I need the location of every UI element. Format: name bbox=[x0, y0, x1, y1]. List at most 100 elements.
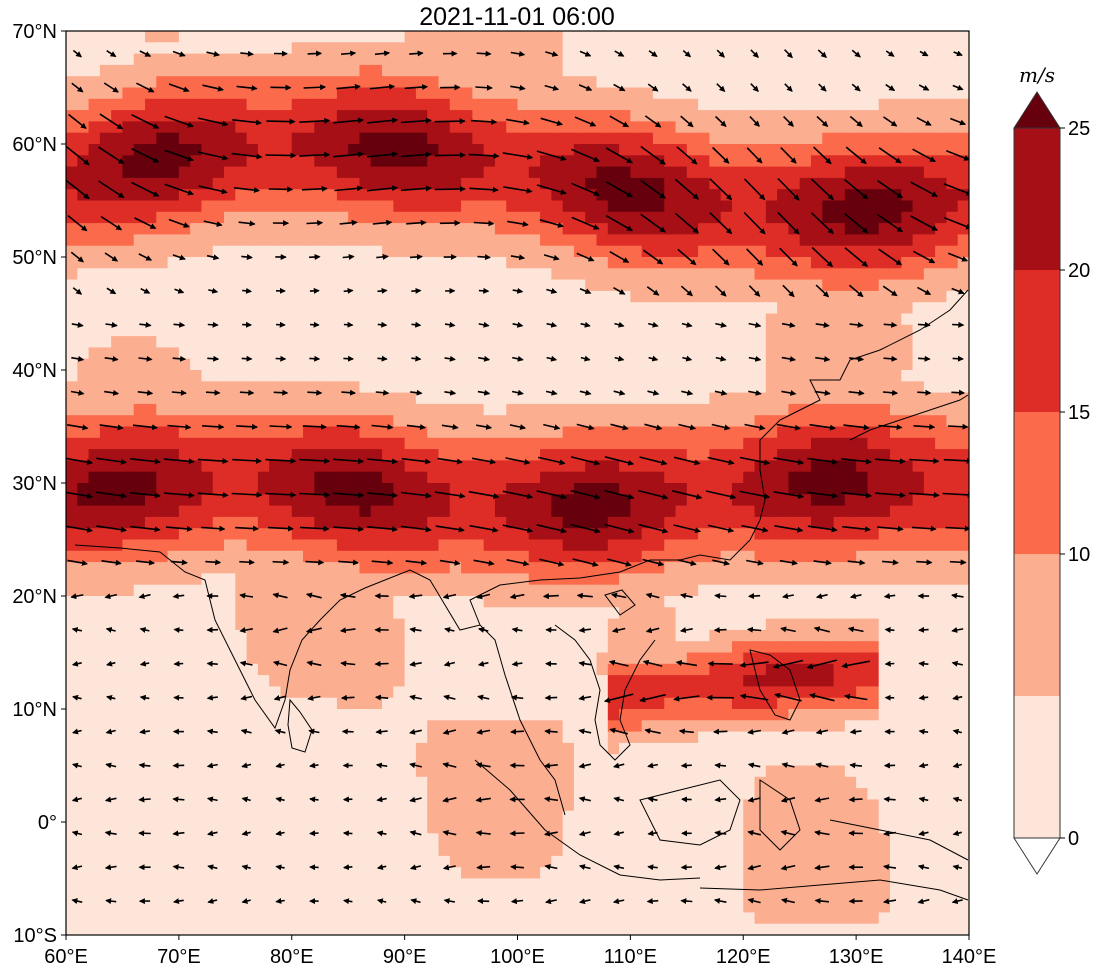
speed-cell bbox=[878, 652, 891, 665]
speed-cell bbox=[449, 539, 462, 552]
speed-cell bbox=[99, 279, 112, 292]
speed-cell bbox=[765, 144, 778, 156]
speed-cell bbox=[336, 584, 349, 597]
speed-cell bbox=[506, 245, 519, 258]
speed-cell bbox=[359, 562, 372, 574]
speed-cell bbox=[573, 483, 586, 495]
speed-cell bbox=[133, 460, 146, 473]
speed-cell bbox=[686, 675, 699, 687]
speed-cell bbox=[314, 596, 327, 608]
speed-cell bbox=[461, 494, 473, 507]
speed-cell bbox=[822, 663, 835, 676]
speed-cell bbox=[833, 403, 846, 416]
speed-cell bbox=[336, 528, 349, 541]
speed-cell bbox=[844, 709, 857, 721]
speed-cell bbox=[133, 336, 146, 348]
speed-cell bbox=[393, 607, 406, 620]
speed-cell bbox=[348, 528, 361, 541]
speed-cell bbox=[912, 550, 925, 563]
speed-cell bbox=[901, 87, 914, 100]
speed-cell bbox=[540, 471, 552, 484]
speed-cell bbox=[370, 426, 383, 439]
speed-cell bbox=[810, 460, 823, 473]
speed-cell bbox=[269, 177, 282, 190]
speed-cell bbox=[652, 42, 665, 55]
speed-cell bbox=[867, 290, 880, 303]
speed-cell bbox=[652, 528, 665, 541]
speed-cell bbox=[551, 155, 564, 168]
speed-cell bbox=[415, 731, 428, 744]
speed-cell bbox=[393, 257, 406, 269]
speed-cell bbox=[314, 189, 327, 202]
speed-cell bbox=[178, 155, 191, 168]
speed-cell bbox=[901, 53, 914, 66]
speed-cell bbox=[686, 709, 699, 721]
speed-cell bbox=[664, 223, 677, 235]
speed-cell bbox=[573, 449, 586, 461]
speed-cell bbox=[88, 403, 101, 416]
speed-cell bbox=[167, 618, 180, 631]
speed-cell bbox=[88, 31, 101, 43]
speed-cell bbox=[912, 155, 925, 168]
speed-cell bbox=[528, 64, 541, 77]
speed-cell bbox=[743, 494, 756, 507]
speed-cell bbox=[370, 53, 383, 66]
speed-cell bbox=[777, 42, 789, 55]
speed-cell bbox=[404, 641, 417, 654]
speed-cell bbox=[415, 110, 428, 122]
speed-cell bbox=[698, 189, 710, 202]
speed-cell bbox=[224, 245, 236, 258]
speed-cell bbox=[675, 76, 688, 89]
speed-cell bbox=[494, 381, 507, 394]
speed-cell bbox=[235, 110, 248, 122]
speed-cell bbox=[224, 720, 236, 733]
speed-cell bbox=[709, 64, 722, 77]
speed-cell bbox=[325, 709, 338, 721]
speed-cell bbox=[257, 483, 270, 495]
speed-cell bbox=[88, 494, 101, 507]
speed-cell bbox=[923, 245, 936, 258]
speed-cell bbox=[382, 211, 394, 224]
speed-cell bbox=[709, 313, 722, 326]
speed-cell bbox=[698, 132, 710, 145]
speed-cell bbox=[720, 245, 733, 258]
speed-cell bbox=[133, 257, 146, 269]
speed-cell bbox=[946, 177, 959, 190]
speed-cell bbox=[348, 562, 361, 574]
speed-cell bbox=[720, 324, 733, 337]
speed-cell bbox=[946, 223, 959, 235]
speed-cell bbox=[641, 31, 654, 43]
speed-cell bbox=[461, 177, 473, 190]
speed-cell bbox=[224, 629, 236, 642]
speed-cell bbox=[923, 358, 936, 371]
speed-cell bbox=[415, 675, 428, 687]
speed-cell bbox=[280, 449, 293, 461]
speed-cell bbox=[562, 42, 575, 55]
speed-cell bbox=[483, 87, 496, 100]
speed-cell bbox=[562, 505, 575, 518]
speed-cell bbox=[438, 494, 451, 507]
speed-cell bbox=[461, 426, 473, 439]
speed-cell bbox=[190, 370, 203, 382]
speed-cell bbox=[133, 686, 146, 699]
speed-cell bbox=[844, 121, 857, 134]
speed-cell bbox=[257, 302, 270, 315]
speed-cell bbox=[66, 403, 78, 416]
speed-cell bbox=[145, 76, 157, 89]
speed-cell bbox=[359, 42, 372, 55]
speed-cell bbox=[314, 686, 327, 699]
speed-cell bbox=[427, 426, 440, 439]
speed-cell bbox=[607, 245, 620, 258]
speed-cell bbox=[77, 110, 90, 122]
speed-cell bbox=[280, 268, 293, 281]
speed-cell bbox=[449, 53, 462, 66]
speed-cell bbox=[506, 98, 519, 111]
speed-cell bbox=[810, 403, 823, 416]
speed-cell bbox=[438, 302, 451, 315]
speed-cell bbox=[901, 234, 914, 247]
speed-cell bbox=[912, 686, 925, 699]
speed-cell bbox=[111, 76, 124, 89]
speed-cell bbox=[596, 629, 609, 642]
speed-cell bbox=[630, 132, 643, 145]
speed-cell bbox=[336, 652, 349, 665]
